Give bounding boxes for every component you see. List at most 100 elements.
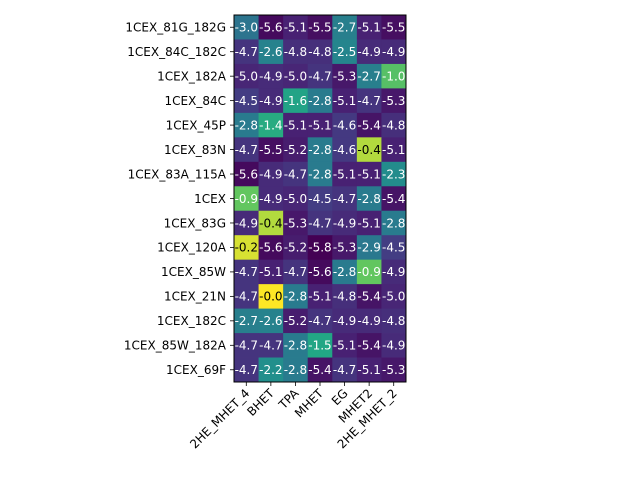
cell-value-label: -2.8 bbox=[333, 265, 356, 279]
heatmap-cell bbox=[356, 186, 382, 212]
heatmap-cell bbox=[381, 39, 407, 65]
cell-value-label: -2.3 bbox=[382, 167, 405, 181]
cell-value-label: -1.4 bbox=[259, 118, 282, 132]
heatmap-cell bbox=[258, 15, 284, 40]
cell-value-label: -4.9 bbox=[357, 314, 380, 328]
cell-value-label: -2.6 bbox=[259, 45, 282, 59]
heatmap-cell bbox=[381, 333, 407, 358]
heatmap-cell bbox=[356, 112, 382, 138]
cell-value-label: -5.5 bbox=[308, 21, 331, 35]
y-tick-label: 1CEX_83A_115A bbox=[128, 167, 227, 181]
y-tick-label: 1CEX_69F bbox=[166, 363, 226, 377]
heatmap-cell bbox=[381, 186, 407, 212]
heatmap-cell bbox=[258, 357, 284, 383]
cell-value-label: -5.6 bbox=[259, 21, 282, 35]
heatmap-cell bbox=[283, 39, 309, 65]
cell-value-label: -5.1 bbox=[259, 265, 282, 279]
cell-value-label: -4.8 bbox=[382, 314, 405, 328]
heatmap-cell bbox=[283, 88, 309, 114]
y-tick-label: 1CEX_120A bbox=[157, 241, 227, 255]
cell-value-label: -5.1 bbox=[357, 21, 380, 35]
heatmap-cell bbox=[258, 63, 284, 89]
heatmap-cell bbox=[356, 161, 382, 187]
cell-value-label: -5.4 bbox=[308, 363, 331, 377]
heatmap-cell bbox=[258, 333, 284, 358]
cell-value-label: -5.1 bbox=[284, 118, 307, 132]
heatmap-cell bbox=[332, 210, 358, 236]
heatmap-cell bbox=[381, 63, 407, 89]
cell-value-label: -2.7 bbox=[333, 21, 356, 35]
cell-value-label: -4.6 bbox=[333, 118, 356, 132]
heatmap-cell bbox=[307, 235, 333, 261]
cell-value-label: -5.3 bbox=[333, 241, 356, 255]
heatmap-cell bbox=[283, 63, 309, 89]
cell-value-label: -4.9 bbox=[333, 314, 356, 328]
cell-value-label: -4.9 bbox=[235, 216, 258, 230]
cell-value-label: -5.1 bbox=[357, 167, 380, 181]
cell-value-label: -2.9 bbox=[357, 241, 380, 255]
heatmap-cell bbox=[356, 39, 382, 65]
heatmap-cell bbox=[283, 333, 309, 358]
heatmap-cell bbox=[234, 357, 259, 383]
cell-value-label: -5.0 bbox=[284, 192, 307, 206]
heatmap-cell bbox=[258, 137, 284, 163]
heatmap-cell bbox=[234, 235, 259, 261]
cell-value-label: -4.9 bbox=[259, 69, 282, 83]
y-tick-label: 1CEX bbox=[194, 192, 226, 206]
heatmap-cell bbox=[381, 88, 407, 114]
cell-value-label: -2.5 bbox=[333, 45, 356, 59]
heatmap-cell bbox=[356, 357, 382, 383]
heatmap-cell bbox=[332, 63, 358, 89]
heatmap-cell bbox=[307, 284, 333, 309]
heatmap-cell bbox=[332, 15, 358, 40]
heatmap-cell bbox=[381, 235, 407, 261]
cell-value-label: -2.8 bbox=[308, 143, 331, 157]
heatmap-cell bbox=[381, 284, 407, 309]
heatmap-cell bbox=[307, 112, 333, 138]
heatmap-cell bbox=[356, 210, 382, 236]
heatmap-cell bbox=[234, 39, 259, 65]
cell-value-label: -5.1 bbox=[357, 363, 380, 377]
heatmap-cell bbox=[356, 333, 382, 358]
heatmap-cell bbox=[332, 284, 358, 309]
cell-value-label: -5.5 bbox=[382, 21, 405, 35]
cell-value-label: -5.0 bbox=[382, 290, 405, 304]
heatmap-cell bbox=[307, 161, 333, 187]
cell-value-label: -2.7 bbox=[235, 314, 258, 328]
heatmap-cell bbox=[381, 308, 407, 334]
heatmap-cell bbox=[356, 259, 382, 285]
cell-value-label: -4.9 bbox=[382, 339, 405, 353]
cell-value-label: -0.4 bbox=[357, 143, 380, 157]
cell-value-label: -5.8 bbox=[308, 241, 331, 255]
cell-value-label: -2.8 bbox=[284, 339, 307, 353]
cell-value-label: -2.8 bbox=[235, 118, 258, 132]
heatmap-cell bbox=[381, 357, 407, 383]
y-tick-label: 1CEX_83N bbox=[164, 143, 226, 157]
y-tick-label: 1CEX_84C_182C bbox=[127, 45, 226, 59]
heatmap-cell bbox=[332, 137, 358, 163]
cell-value-label: -1.5 bbox=[308, 339, 331, 353]
heatmap-cell bbox=[258, 259, 284, 285]
cell-value-label: -5.1 bbox=[308, 118, 331, 132]
y-tick-label: 1CEX_85W bbox=[161, 265, 226, 279]
cell-value-label: -5.2 bbox=[284, 143, 307, 157]
heatmap-cell bbox=[381, 15, 407, 40]
cell-value-label: -2.8 bbox=[284, 363, 307, 377]
heatmap-cell bbox=[234, 15, 259, 40]
cell-value-label: -4.7 bbox=[308, 216, 331, 230]
cell-value-label: -5.3 bbox=[382, 363, 405, 377]
cell-value-label: -2.2 bbox=[259, 363, 282, 377]
y-tick-label: 1CEX_182C bbox=[157, 314, 226, 328]
x-tick-label: BHET bbox=[244, 386, 277, 419]
x-tick-label: 2HE_MHET_4 bbox=[187, 386, 252, 451]
heatmap-cell bbox=[307, 88, 333, 114]
heatmap-cell bbox=[307, 186, 333, 212]
cell-value-label: -5.2 bbox=[284, 241, 307, 255]
heatmap-cell bbox=[332, 88, 358, 114]
cell-value-label: -4.7 bbox=[357, 94, 380, 108]
cell-value-label: -5.0 bbox=[284, 69, 307, 83]
cell-value-label: -4.7 bbox=[284, 167, 307, 181]
cell-value-label: -3.0 bbox=[235, 21, 258, 35]
heatmap-cell bbox=[381, 210, 407, 236]
heatmap-cell bbox=[258, 235, 284, 261]
